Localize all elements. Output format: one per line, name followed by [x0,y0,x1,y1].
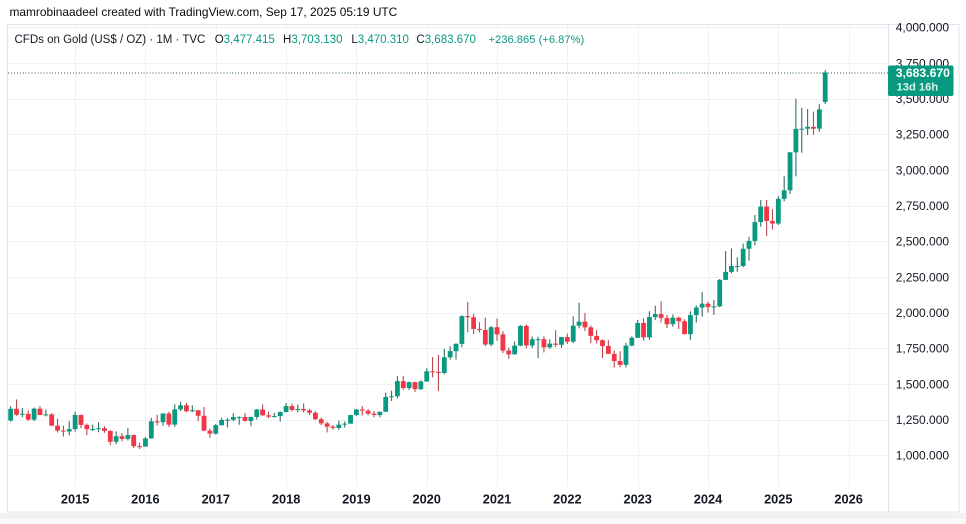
svg-text:C3,683.670: C3,683.670 [416,34,475,46]
svg-text:1,500.000: 1,500.000 [896,377,950,391]
svg-text:CFDs on Gold (US$ / OZ) · 1M ·: CFDs on Gold (US$ / OZ) · 1M · TVC [15,34,206,46]
svg-text:1,750.000: 1,750.000 [896,342,950,356]
svg-text:1,000.000: 1,000.000 [896,449,950,463]
svg-text:3,683.670: 3,683.670 [896,66,950,80]
svg-text:2020: 2020 [412,492,440,507]
svg-text:2018: 2018 [272,492,300,507]
svg-text:2025: 2025 [764,492,792,507]
svg-text:2,000.000: 2,000.000 [896,306,950,320]
svg-text:3,250.000: 3,250.000 [896,128,950,142]
svg-text:2016: 2016 [131,492,159,507]
svg-text:+236.865 (+6.87%): +236.865 (+6.87%) [489,34,585,46]
svg-text:2015: 2015 [61,492,89,507]
svg-text:2026: 2026 [834,492,862,507]
svg-text:1,250.000: 1,250.000 [896,413,950,427]
svg-text:2022: 2022 [553,492,581,507]
svg-text:4,000.000: 4,000.000 [896,21,950,35]
svg-text:2,500.000: 2,500.000 [896,235,950,249]
svg-text:2024: 2024 [694,492,723,507]
svg-text:13d 16h: 13d 16h [897,82,939,94]
svg-text:3,000.000: 3,000.000 [896,163,950,177]
svg-text:2,250.000: 2,250.000 [896,270,950,284]
svg-text:O3,477.415: O3,477.415 [215,34,275,46]
svg-text:2019: 2019 [342,492,370,507]
svg-text:2,750.000: 2,750.000 [896,199,950,213]
svg-text:2021: 2021 [483,492,511,507]
svg-text:2023: 2023 [623,492,651,507]
svg-text:H3,703.130: H3,703.130 [283,34,342,46]
svg-text:L3,470.310: L3,470.310 [351,34,409,46]
svg-text:mamrobinaadeel created with Tr: mamrobinaadeel created with TradingView.… [10,5,398,19]
svg-text:2017: 2017 [202,492,230,507]
